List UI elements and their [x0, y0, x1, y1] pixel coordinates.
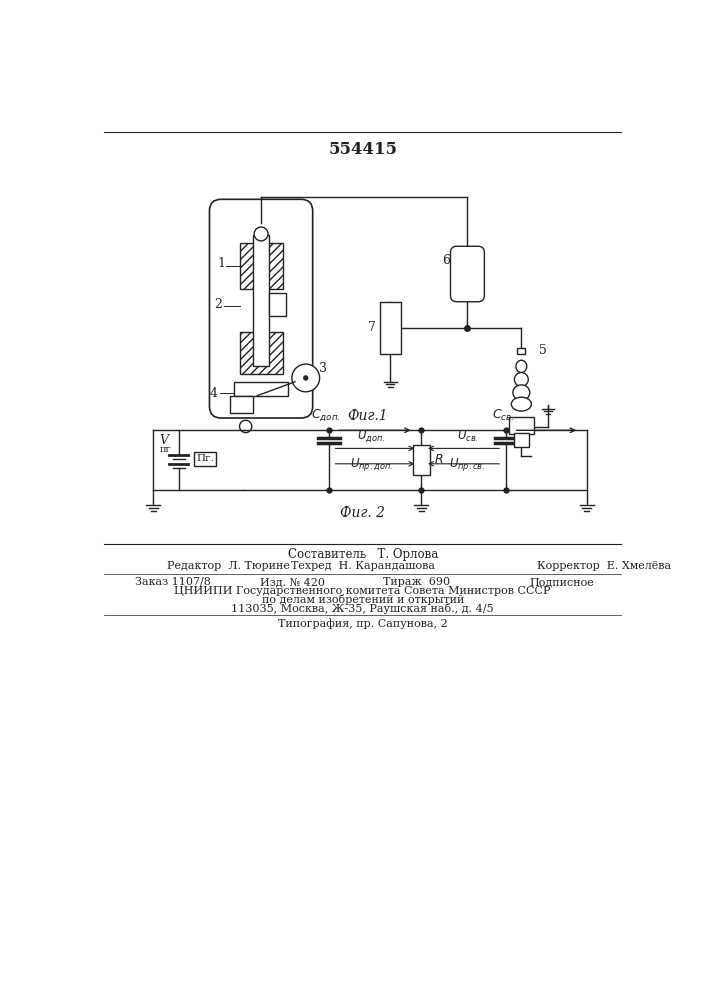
Text: 4: 4	[209, 387, 217, 400]
Bar	[240, 243, 283, 289]
Text: 3: 3	[319, 362, 327, 375]
Text: V: V	[160, 434, 168, 447]
Text: $U_{пр.доп.}$: $U_{пр.доп.}$	[349, 456, 393, 473]
Text: Изд. № 420: Изд. № 420	[259, 577, 325, 587]
Text: 7: 7	[368, 321, 376, 334]
Bar	[413, 445, 430, 475]
Text: Редактор  Л. Тюрине: Редактор Л. Тюрине	[167, 561, 290, 571]
Bar	[194, 452, 216, 466]
Bar	[380, 302, 402, 354]
Text: 554415: 554415	[328, 141, 397, 158]
Text: Корректор  Е. Хмелёва: Корректор Е. Хмелёва	[537, 561, 671, 571]
Text: 6: 6	[442, 254, 450, 267]
Text: Заказ 1107/8: Заказ 1107/8	[135, 577, 211, 587]
FancyBboxPatch shape	[450, 246, 484, 302]
Text: Фиг.1: Фиг.1	[347, 409, 387, 423]
Bar	[253, 235, 269, 366]
FancyBboxPatch shape	[209, 199, 312, 418]
Text: $U_{пр.св.}$: $U_{пр.св.}$	[449, 456, 486, 473]
Bar	[514, 433, 529, 447]
Bar	[509, 417, 534, 434]
Circle shape	[292, 364, 320, 392]
Text: Тираж  690: Тираж 690	[382, 577, 450, 587]
Ellipse shape	[513, 385, 530, 400]
Text: $R$: $R$	[434, 453, 444, 466]
Text: $U_{св.}$: $U_{св.}$	[457, 429, 478, 444]
Text: 2: 2	[214, 298, 222, 311]
Ellipse shape	[515, 373, 528, 386]
Text: $C_{св.}$: $C_{св.}$	[491, 408, 514, 423]
Text: Техред  Н. Карандашова: Техред Н. Карандашова	[291, 561, 435, 571]
Text: 5: 5	[539, 344, 547, 358]
Text: Подписное: Подписное	[529, 577, 594, 587]
Bar	[518, 348, 525, 354]
Ellipse shape	[516, 360, 527, 373]
Text: 113035, Москва, Ж-35, Раушская наб., д. 4/5: 113035, Москва, Ж-35, Раушская наб., д. …	[231, 603, 494, 614]
Text: ЦНИИПИ Государственного комитета Совета Министров СССР: ЦНИИПИ Государственного комитета Совета …	[175, 586, 551, 596]
Text: Пг.: Пг.	[196, 454, 214, 463]
Bar	[230, 396, 253, 413]
Bar	[240, 332, 283, 374]
Text: по делам изобретений и открытий: по делам изобретений и открытий	[262, 594, 464, 605]
Text: Фиг. 2: Фиг. 2	[340, 506, 385, 520]
Text: пг: пг	[160, 445, 171, 454]
Bar	[269, 293, 286, 316]
Bar	[234, 382, 288, 396]
Text: Составитель   Т. Орлова: Составитель Т. Орлова	[288, 548, 438, 561]
Text: $U_{доп.}$: $U_{доп.}$	[357, 428, 385, 444]
Circle shape	[254, 227, 268, 241]
Text: $C_{доп.}$: $C_{доп.}$	[311, 407, 341, 423]
Circle shape	[303, 376, 308, 380]
Text: 1: 1	[217, 257, 225, 270]
Ellipse shape	[511, 397, 532, 411]
Text: Типография, пр. Сапунова, 2: Типография, пр. Сапунова, 2	[278, 618, 448, 629]
